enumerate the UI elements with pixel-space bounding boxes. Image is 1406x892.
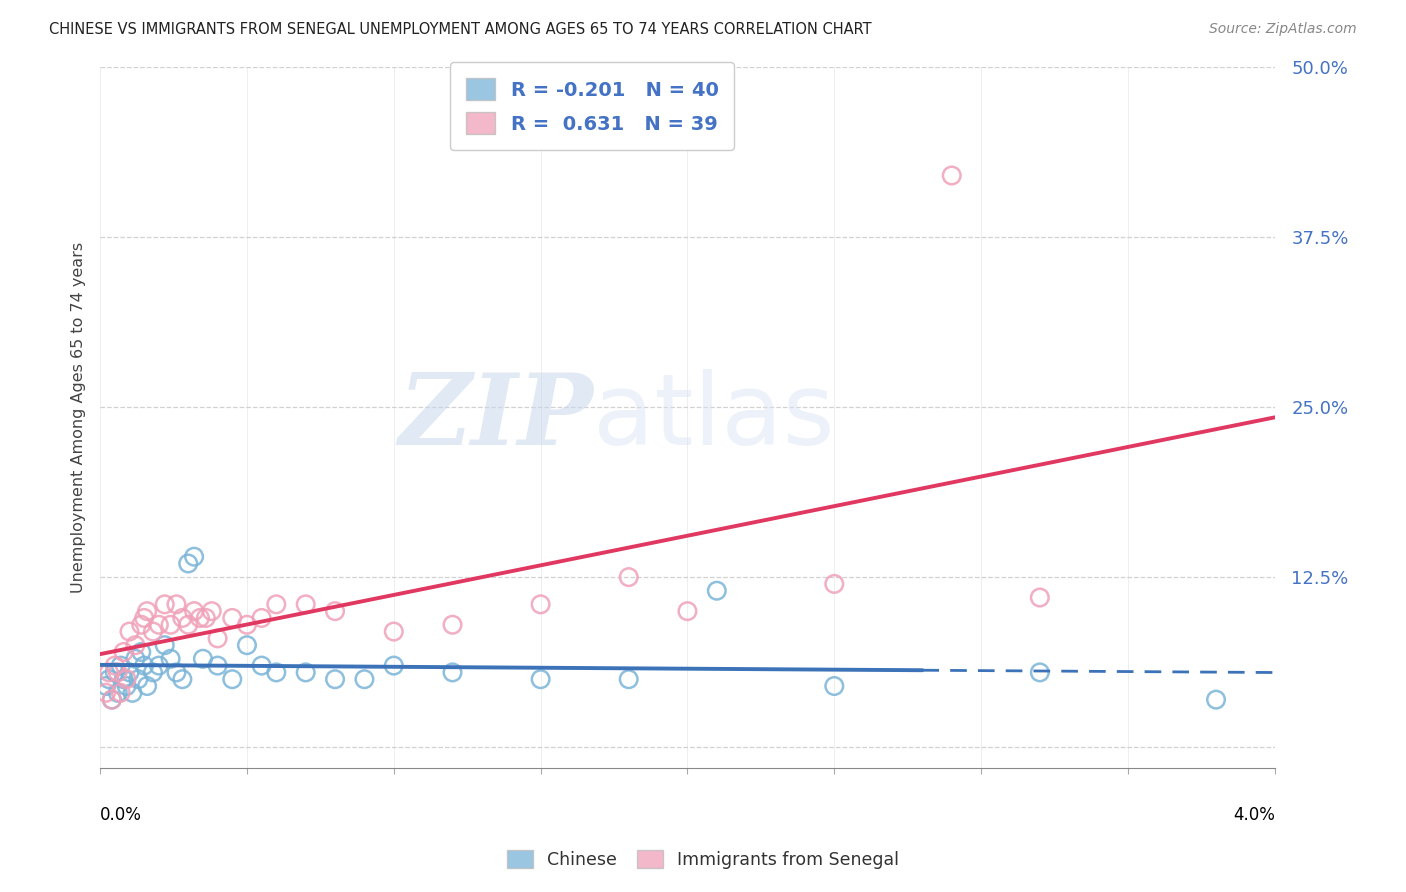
- Text: 0.0%: 0.0%: [100, 806, 142, 824]
- Y-axis label: Unemployment Among Ages 65 to 74 years: Unemployment Among Ages 65 to 74 years: [72, 242, 86, 592]
- Point: [207, 632, 229, 646]
- Point: [142, 665, 165, 680]
- Point: [323, 604, 346, 618]
- Point: [201, 604, 224, 618]
- Point: [153, 638, 176, 652]
- Point: [172, 672, 194, 686]
- Text: 4.0%: 4.0%: [1233, 806, 1275, 824]
- Text: CHINESE VS IMMIGRANTS FROM SENEGAL UNEMPLOYMENT AMONG AGES 65 TO 74 YEARS CORREL: CHINESE VS IMMIGRANTS FROM SENEGAL UNEMP…: [49, 22, 872, 37]
- Point: [188, 611, 211, 625]
- Point: [1029, 591, 1052, 605]
- Point: [382, 658, 405, 673]
- Point: [110, 686, 132, 700]
- Point: [124, 652, 146, 666]
- Legend: R = -0.201   N = 40, R =  0.631   N = 39: R = -0.201 N = 40, R = 0.631 N = 39: [450, 62, 734, 150]
- Point: [221, 672, 243, 686]
- Point: [97, 665, 120, 680]
- Point: [153, 598, 176, 612]
- Legend: Chinese, Immigrants from Senegal: Chinese, Immigrants from Senegal: [499, 844, 907, 876]
- Point: [177, 617, 200, 632]
- Point: [107, 665, 129, 680]
- Point: [823, 679, 845, 693]
- Point: [441, 617, 464, 632]
- Point: [207, 658, 229, 673]
- Point: [706, 583, 728, 598]
- Point: [97, 672, 120, 686]
- Point: [110, 658, 132, 673]
- Point: [104, 665, 127, 680]
- Point: [441, 665, 464, 680]
- Point: [134, 611, 156, 625]
- Point: [676, 604, 699, 618]
- Point: [104, 658, 127, 673]
- Point: [530, 672, 553, 686]
- Point: [617, 570, 640, 584]
- Point: [221, 611, 243, 625]
- Point: [172, 611, 194, 625]
- Point: [353, 672, 375, 686]
- Point: [177, 557, 200, 571]
- Point: [115, 679, 138, 693]
- Point: [294, 665, 316, 680]
- Point: [118, 665, 141, 680]
- Point: [294, 598, 316, 612]
- Point: [194, 611, 217, 625]
- Text: atlas: atlas: [593, 368, 835, 466]
- Point: [127, 672, 149, 686]
- Point: [115, 672, 138, 686]
- Point: [101, 692, 124, 706]
- Point: [191, 652, 214, 666]
- Point: [323, 672, 346, 686]
- Point: [1029, 665, 1052, 680]
- Point: [266, 665, 288, 680]
- Point: [134, 658, 156, 673]
- Point: [823, 577, 845, 591]
- Point: [266, 598, 288, 612]
- Point: [148, 617, 170, 632]
- Point: [142, 624, 165, 639]
- Point: [136, 604, 159, 618]
- Point: [250, 658, 273, 673]
- Point: [124, 638, 146, 652]
- Point: [236, 617, 259, 632]
- Point: [183, 604, 205, 618]
- Point: [112, 645, 135, 659]
- Point: [107, 686, 129, 700]
- Point: [112, 672, 135, 686]
- Point: [118, 624, 141, 639]
- Point: [166, 598, 188, 612]
- Point: [250, 611, 273, 625]
- Text: ZIP: ZIP: [398, 369, 593, 466]
- Text: Source: ZipAtlas.com: Source: ZipAtlas.com: [1209, 22, 1357, 37]
- Point: [129, 617, 152, 632]
- Point: [159, 652, 181, 666]
- Point: [159, 617, 181, 632]
- Point: [94, 679, 117, 693]
- Point: [1205, 692, 1227, 706]
- Point: [941, 169, 963, 183]
- Point: [101, 692, 124, 706]
- Point: [183, 549, 205, 564]
- Point: [166, 665, 188, 680]
- Point: [94, 686, 117, 700]
- Point: [121, 686, 143, 700]
- Point: [136, 679, 159, 693]
- Point: [530, 598, 553, 612]
- Point: [148, 658, 170, 673]
- Point: [129, 645, 152, 659]
- Point: [382, 624, 405, 639]
- Point: [236, 638, 259, 652]
- Point: [617, 672, 640, 686]
